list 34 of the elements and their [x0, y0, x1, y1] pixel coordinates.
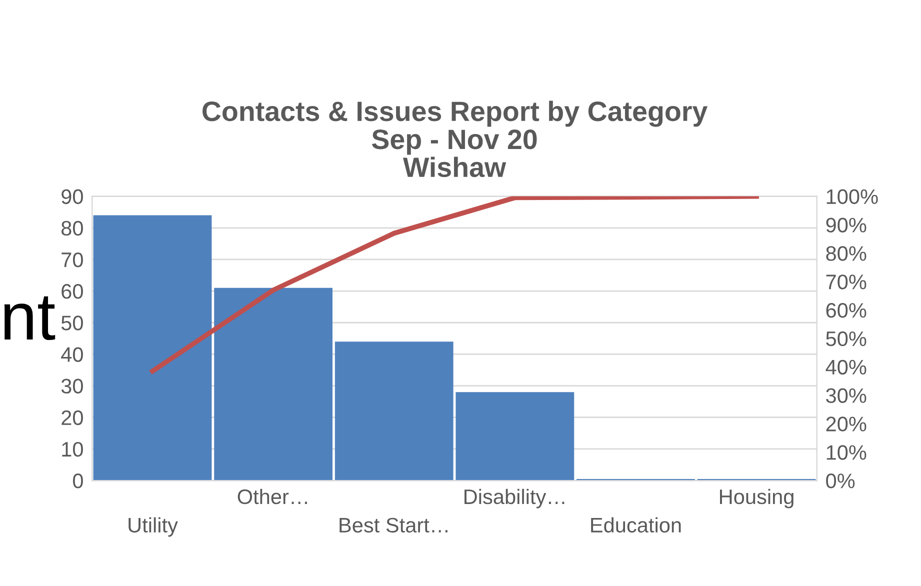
x-tick-label: Utility [128, 517, 178, 537]
x-tick-label: Education [591, 517, 681, 533]
y-tick-label: 10 [62, 442, 83, 457]
bar [214, 288, 332, 481]
y2-tick-label: 50% [826, 331, 866, 346]
y-tick-label: 20 [62, 410, 83, 426]
x-tick-label: Other… [238, 488, 307, 504]
y-tick-label: 80 [62, 220, 83, 236]
x-tick-label: Best Start… [340, 518, 448, 533]
y2-tick-label: 20% [826, 416, 866, 432]
bar [334, 342, 454, 481]
y2-tick-label: 60% [826, 302, 866, 318]
y-tick-label: 50 [61, 316, 83, 330]
x-tick-label: Disability… [464, 488, 564, 508]
y-tick-label: 70 [62, 252, 83, 268]
y2-tick-label: 30% [826, 388, 866, 404]
line-series [150, 196, 759, 374]
y2-tick-label: 40% [826, 360, 866, 375]
text: nt [4, 296, 56, 340]
chart-title: Contacts & Issues Report by Category Sep - Nov 20 Wishaw [202, 100, 708, 178]
bar [456, 392, 574, 481]
y2-tick-label: 10% [826, 445, 866, 460]
y-tick-label: 60 [62, 284, 83, 299]
y2-tick-label: 0% [826, 474, 855, 488]
y-tick-label: 30 [61, 378, 83, 394]
x-tick-label: Housing [720, 488, 794, 508]
bar [93, 215, 212, 481]
y2-tick-label: 70% [826, 274, 866, 290]
y2-tick-label: 90% [826, 218, 866, 232]
y-tick-label: 90 [62, 189, 83, 204]
y2-tick-label: 100% [826, 189, 878, 204]
y-tick-label: 0 [72, 474, 83, 488]
y-tick-label: 40 [61, 347, 83, 362]
y2-tick-label: 80% [826, 246, 866, 261]
